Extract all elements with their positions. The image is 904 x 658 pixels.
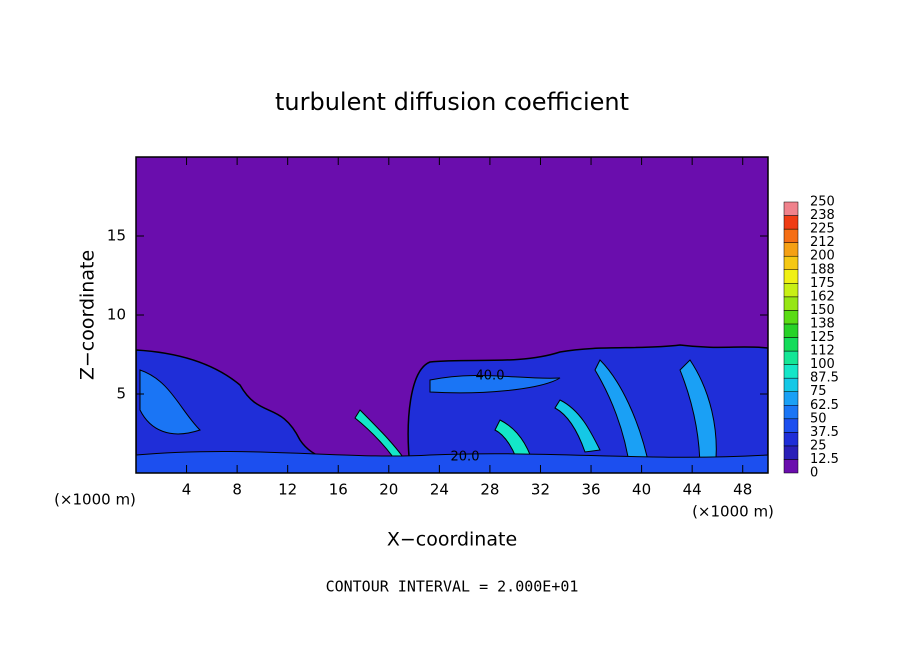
colorbar-label: 150 (810, 303, 835, 318)
colorbar-swatch (783, 242, 799, 257)
x-axis-label: X−coordinate (387, 529, 517, 551)
colorbar-swatch (783, 377, 799, 392)
x-tick-label: 28 (480, 481, 499, 499)
colorbar-swatch (783, 323, 799, 338)
y-tick-label: 15 (107, 227, 126, 245)
colorbar-label: 212 (810, 235, 835, 250)
colorbar-label: 225 (810, 222, 835, 237)
colorbar-swatch (783, 445, 799, 460)
contour-label: 40.0 (476, 369, 505, 384)
colorbar-swatch (783, 391, 799, 406)
y-tick-label: 5 (116, 385, 126, 403)
colorbar-swatch (783, 418, 799, 433)
colorbar-label: 238 (810, 208, 835, 223)
colorbar-swatch (783, 283, 799, 298)
x-tick-label: 40 (632, 481, 651, 499)
colorbar-swatch (783, 296, 799, 311)
colorbar-label: 175 (810, 276, 835, 291)
x-unit: (×1000 m) (54, 491, 136, 509)
colorbar-label: 162 (810, 289, 835, 304)
x-tick-label: 48 (733, 481, 752, 499)
x-tick-label: 32 (531, 481, 550, 499)
colorbar-swatch (783, 364, 799, 379)
colorbar-label: 12.5 (810, 452, 839, 467)
x-tick-label: 44 (683, 481, 702, 499)
colorbar-label: 0 (810, 466, 818, 481)
colorbar-label: 188 (810, 262, 835, 277)
x-tick-label: 8 (232, 481, 242, 499)
colorbar-swatch (783, 459, 799, 474)
colorbar-label: 200 (810, 249, 835, 264)
y-tick-label: 10 (107, 306, 126, 324)
colorbar-label: 25 (810, 438, 827, 453)
x-tick-label: 12 (278, 481, 297, 499)
colorbar-label: 75 (810, 384, 827, 399)
colorbar-swatch (783, 350, 799, 365)
x-tick-label: 24 (430, 481, 449, 499)
colorbar-label: 87.5 (810, 371, 839, 386)
y-axis-label: Z−coordinate (77, 250, 99, 380)
colorbar-swatch (783, 310, 799, 325)
colorbar-label: 100 (810, 357, 835, 372)
contour-label: 20.0 (451, 450, 480, 465)
x-tick-label: 4 (182, 481, 192, 499)
colorbar-swatch (783, 405, 799, 420)
colorbar-label: 125 (810, 330, 835, 345)
field (136, 157, 768, 473)
x-unit: (×1000 m) (692, 503, 774, 521)
footnote: CONTOUR INTERVAL = 2.000E+01 (326, 578, 579, 596)
colorbar-label: 62.5 (810, 398, 839, 413)
colorbar-label: 50 (810, 411, 827, 426)
x-tick-label: 36 (581, 481, 600, 499)
chart-title: turbulent diffusion coefficient (275, 88, 629, 116)
colorbar-swatch (783, 337, 799, 352)
x-tick-label: 16 (329, 481, 348, 499)
colorbar-label: 250 (810, 195, 835, 210)
colorbar-swatch (783, 269, 799, 284)
x-tick-label: 20 (379, 481, 398, 499)
colorbar-label: 138 (810, 316, 835, 331)
colorbar-label: 112 (810, 344, 835, 359)
colorbar-swatch (783, 228, 799, 243)
colorbar-swatch (783, 432, 799, 447)
colorbar-swatch (783, 215, 799, 230)
colorbar-swatch (783, 255, 799, 271)
colorbar-label: 37.5 (810, 425, 839, 440)
colorbar-swatch (783, 201, 799, 216)
